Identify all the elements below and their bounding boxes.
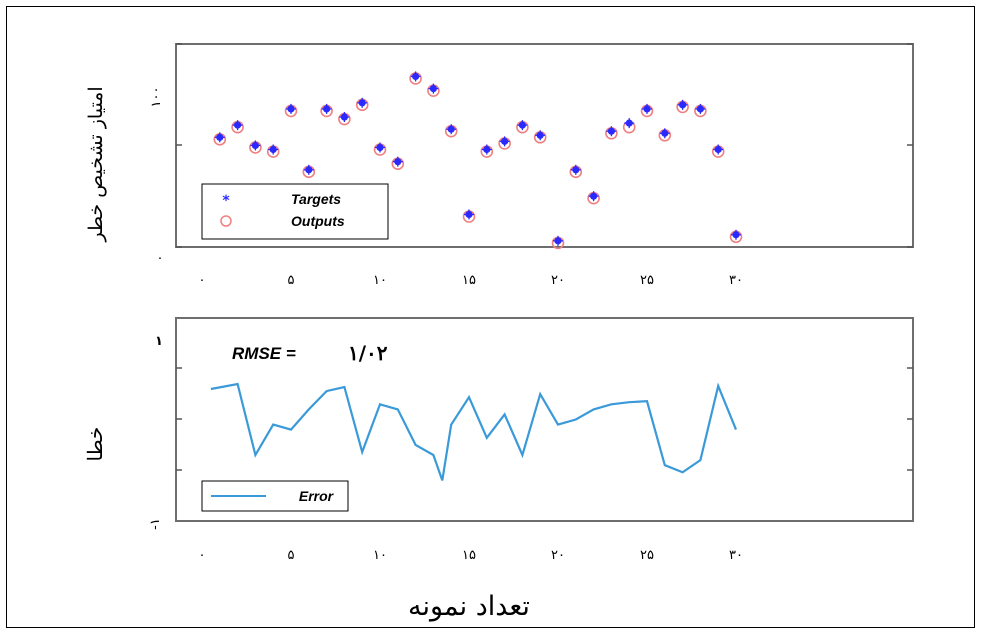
top-legend-box — [201, 183, 389, 240]
bottom-xtick-label: ۵ — [288, 548, 295, 563]
targets-point — [214, 132, 225, 143]
legend-outputs-circle-icon — [220, 215, 232, 227]
bottom-y-axis-title: خطا — [83, 427, 107, 462]
rmse-label: RMSE = — [232, 344, 296, 363]
targets-point — [250, 140, 261, 151]
targets-point — [535, 130, 546, 141]
top-ytick-label: ۰ — [157, 251, 164, 266]
targets-point — [606, 126, 617, 137]
top-xtick-label: ۱۰ — [373, 273, 387, 288]
targets-point — [677, 99, 688, 110]
top-data-points — [213, 71, 743, 250]
targets-point — [303, 164, 314, 175]
targets-point — [446, 124, 457, 135]
figure-frame — [6, 6, 975, 628]
targets-point — [232, 120, 243, 131]
bottom-xtick-label: ۱۰ — [373, 548, 387, 563]
top-y-ticks — [176, 43, 913, 248]
targets-point — [713, 144, 724, 155]
bottom-ytick-label: ۱ — [155, 334, 163, 349]
bottom-legend: Error — [201, 480, 349, 512]
targets-point — [517, 120, 528, 131]
legend-outputs-label: Outputs — [291, 213, 345, 229]
bottom-x-tick-labels: ۰ ۵ ۱۰ ۱۵ ۲۰ ۲۵ ۳۰ — [199, 548, 743, 563]
bottom-xtick-label: ۱۵ — [462, 548, 476, 563]
top-ytick-label: ۱۰۰ — [149, 87, 164, 108]
targets-point — [392, 156, 403, 167]
bottom-xtick-label: ۲۵ — [640, 548, 654, 563]
top-xtick-label: ۵ — [288, 273, 295, 288]
rmse-value: ۱/۰۲ — [348, 341, 388, 365]
top-legend: * Targets Outputs — [201, 183, 389, 240]
legend-targets-star-icon: * — [222, 193, 230, 209]
x-axis-title: تعداد نمونه — [408, 591, 530, 622]
targets-point — [481, 144, 492, 155]
targets-point — [731, 229, 741, 240]
bottom-xtick-label: ۲۰ — [551, 548, 565, 563]
targets-point — [570, 164, 581, 175]
targets-point — [321, 103, 332, 114]
targets-point — [659, 128, 670, 139]
top-y-axis-title: امتیاز تشخیص خطر — [85, 86, 107, 242]
targets-point — [624, 118, 635, 129]
targets-point — [499, 136, 510, 147]
top-xtick-label: ۰ — [199, 273, 206, 288]
targets-point — [357, 97, 368, 108]
targets-point — [410, 71, 421, 82]
top-x-tick-labels: ۰ ۵ ۱۰ ۱۵ ۲۰ ۲۵ ۳۰ — [199, 273, 743, 288]
top-xtick-label: ۱۵ — [462, 273, 476, 288]
targets-point — [553, 235, 563, 246]
bottom-y-ticks — [176, 367, 913, 471]
error-series-line — [210, 382, 738, 481]
targets-point — [464, 209, 474, 220]
targets-point — [268, 144, 279, 155]
targets-point — [588, 191, 599, 202]
bottom-plot: RMSE = ۱/۰۲ Error ۱ -۱ خطا ۰ ۵ ۱۰ ۱۵ ۲۰ ۲۵ ۳۰ — [83, 317, 914, 563]
bottom-ytick-label: -۱ — [148, 518, 163, 530]
targets-point — [428, 83, 439, 94]
top-xtick-label: ۳۰ — [729, 273, 743, 288]
top-xtick-label: ۲۵ — [640, 273, 654, 288]
targets-point — [339, 112, 350, 123]
targets-point — [286, 103, 296, 114]
bottom-xtick-label: ۳۰ — [729, 548, 743, 563]
top-plot: * Targets Outputs ۱۰۰ ۰ امتیاز تشخیص خطر… — [85, 43, 914, 288]
targets-point — [375, 142, 385, 153]
targets-point — [642, 103, 652, 114]
bottom-xtick-label: ۰ — [199, 548, 206, 563]
targets-point — [695, 103, 706, 114]
legend-targets-label: Targets — [291, 191, 341, 207]
legend-error-label: Error — [299, 488, 335, 504]
top-xtick-label: ۲۰ — [551, 273, 565, 288]
